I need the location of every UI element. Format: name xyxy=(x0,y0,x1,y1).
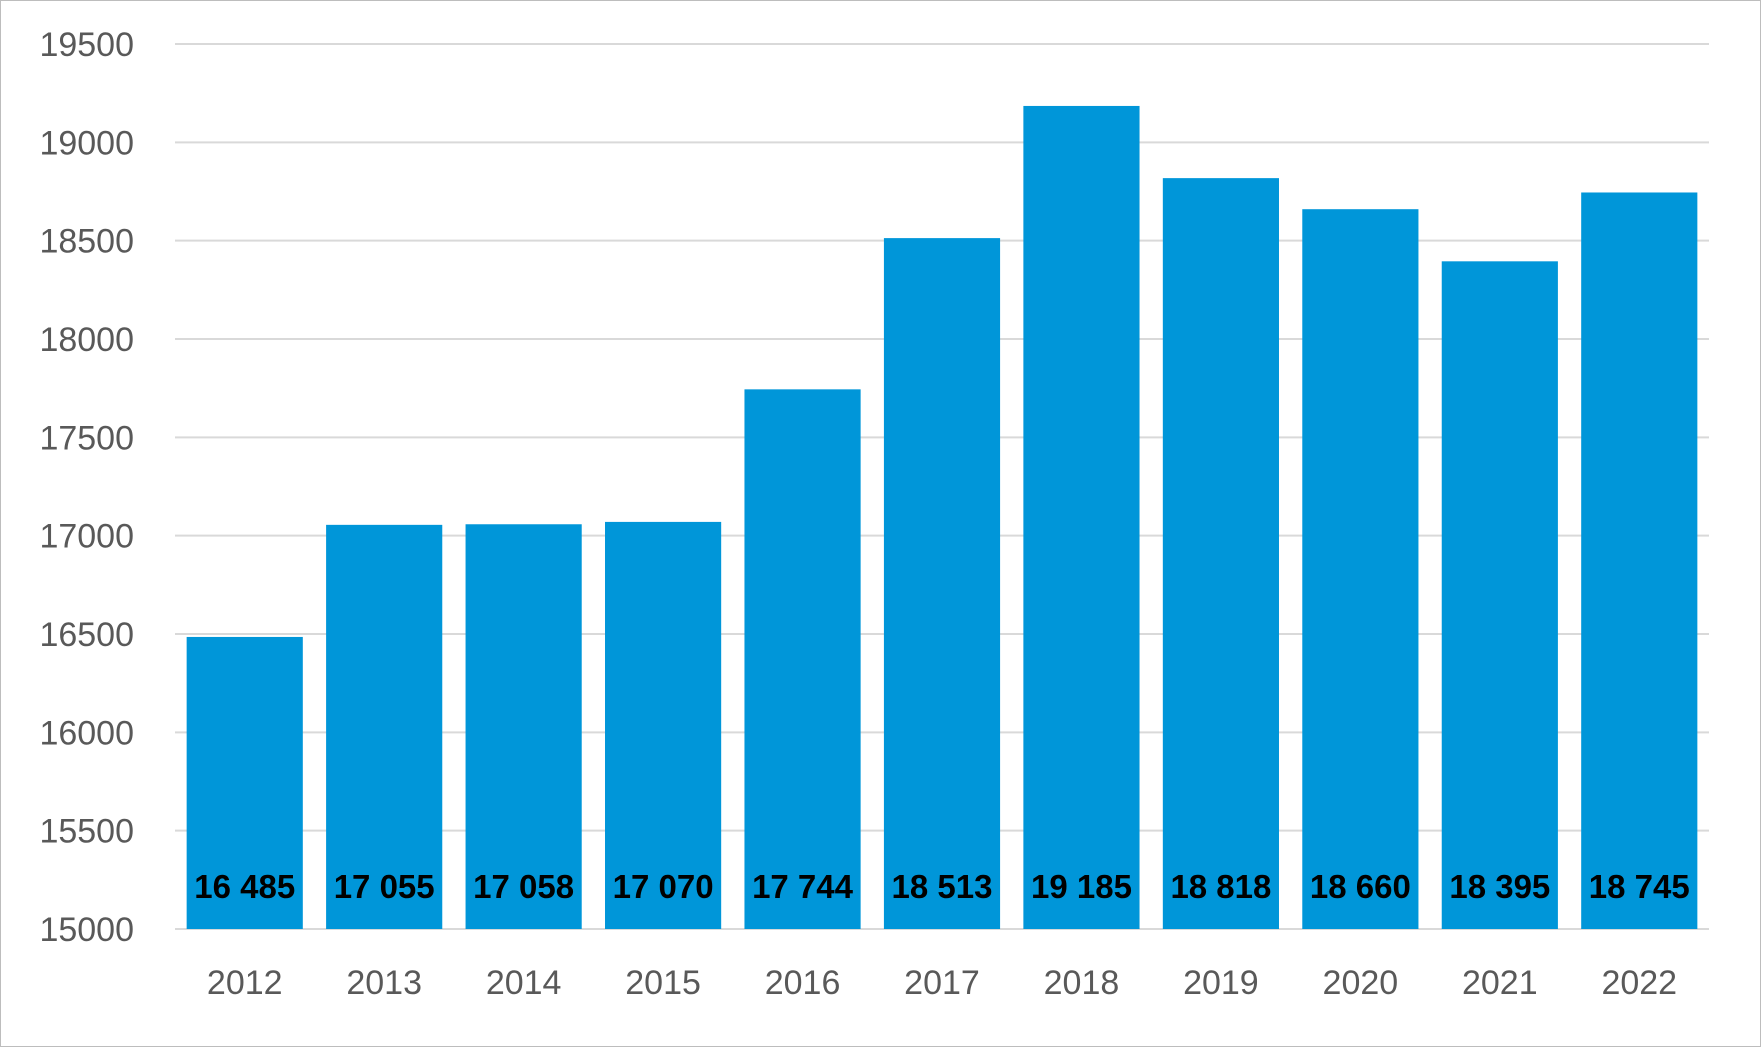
y-tick-label: 18000 xyxy=(39,321,134,359)
y-tick-label: 17000 xyxy=(39,518,134,556)
bar-2012 xyxy=(186,636,303,929)
data-label: 19 185 xyxy=(1031,868,1132,905)
data-label: 17 058 xyxy=(473,868,574,905)
bar-2013 xyxy=(326,524,443,929)
data-label: 17 744 xyxy=(752,868,854,905)
x-tick-label: 2017 xyxy=(904,964,980,1002)
x-tick-label: 2020 xyxy=(1323,964,1399,1002)
y-tick-label: 16500 xyxy=(39,616,134,654)
data-label: 18 660 xyxy=(1310,868,1411,905)
data-label: 18 513 xyxy=(892,868,993,905)
bar-2017 xyxy=(883,238,1001,930)
y-tick-label: 15000 xyxy=(39,911,134,949)
y-tick-label: 19000 xyxy=(39,124,134,162)
y-axis-ticks: 15000 15500 16000 16500 17000 17500 18000 18500… xyxy=(39,26,134,949)
x-tick-label: 2013 xyxy=(346,964,422,1002)
bar-2016 xyxy=(744,389,861,929)
x-tick-label: 2019 xyxy=(1183,964,1259,1002)
x-tick-label: 2022 xyxy=(1601,964,1677,1002)
bar-2018 xyxy=(1023,105,1140,929)
y-tick-label: 16000 xyxy=(39,714,134,752)
bar-2015 xyxy=(605,521,722,929)
y-tick-label: 17500 xyxy=(39,419,134,457)
bar-2022 xyxy=(1581,192,1698,929)
bar-2020 xyxy=(1302,209,1419,929)
x-tick-label: 2018 xyxy=(1044,964,1120,1002)
x-tick-label: 2015 xyxy=(625,964,701,1002)
data-label: 18 745 xyxy=(1589,868,1690,905)
data-label: 18 818 xyxy=(1170,868,1271,905)
data-label: 18 395 xyxy=(1449,868,1550,905)
data-labels: 16 485 17 055 17 058 17 070 17 744 18 513 19 1… xyxy=(194,868,1689,905)
x-tick-label: 2012 xyxy=(207,964,283,1002)
x-tick-label: 2021 xyxy=(1462,964,1538,1002)
y-tick-label: 18500 xyxy=(39,223,134,261)
x-tick-label: 2014 xyxy=(486,964,562,1002)
x-axis-ticks: 2012 2013 2014 2015 2016 2017 2018 2019 2020 2021… xyxy=(207,964,1677,1002)
bar-2021 xyxy=(1441,261,1558,930)
data-label: 17 055 xyxy=(334,868,435,905)
y-tick-label: 19500 xyxy=(39,26,134,64)
data-label: 16 485 xyxy=(194,868,295,905)
x-tick-label: 2016 xyxy=(765,964,841,1002)
data-label: 17 070 xyxy=(613,868,714,905)
bar-2014 xyxy=(465,524,582,929)
bars xyxy=(186,105,1698,930)
bar-2019 xyxy=(1162,178,1279,930)
y-tick-label: 15500 xyxy=(39,813,134,851)
